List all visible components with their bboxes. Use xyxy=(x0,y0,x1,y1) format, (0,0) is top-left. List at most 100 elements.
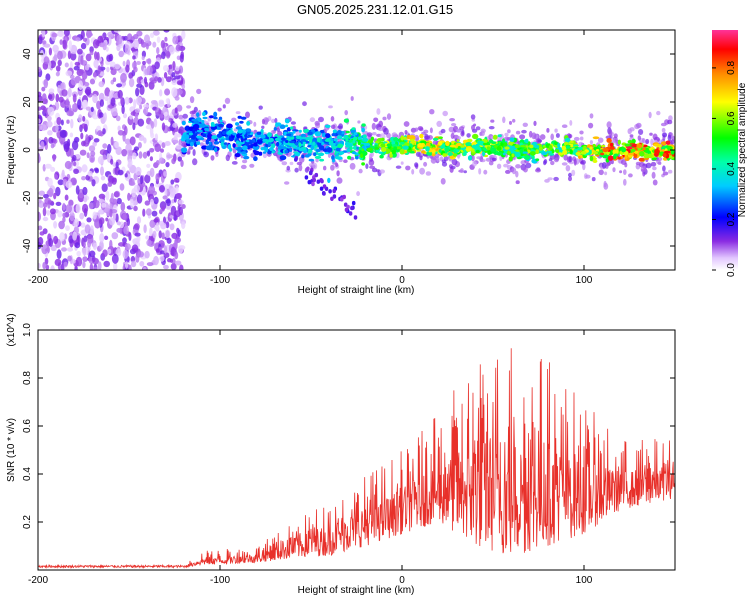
noise-speck xyxy=(113,262,118,270)
ridge-speck xyxy=(357,141,361,146)
spectrogram-marks xyxy=(38,30,675,270)
halo-speck xyxy=(623,178,627,186)
noise-speck xyxy=(111,177,117,185)
noise-speck xyxy=(143,137,147,144)
ridge-speck xyxy=(227,144,232,150)
halo-speck xyxy=(330,164,335,171)
ridge-speck xyxy=(380,143,386,148)
noise-speck xyxy=(57,30,64,37)
noise-speck xyxy=(78,114,83,123)
noise-speck xyxy=(120,96,124,106)
noise-speck xyxy=(155,222,160,231)
noise-speck xyxy=(114,63,121,70)
halo-speck xyxy=(233,128,238,132)
halo-speck xyxy=(553,176,559,182)
noise-speck xyxy=(139,104,143,110)
halo-speck xyxy=(258,105,263,110)
ridge-speck xyxy=(670,149,675,155)
ridge-speck xyxy=(321,132,326,138)
halo-speck xyxy=(336,170,340,177)
noise-speck xyxy=(170,179,175,185)
noise-speck xyxy=(134,108,141,113)
noise-speck xyxy=(51,32,58,38)
ridge-speck xyxy=(504,146,510,150)
ridge-speck xyxy=(630,148,636,153)
halo-speck xyxy=(271,118,276,124)
noise-speck xyxy=(116,227,123,233)
noise-speck xyxy=(68,87,72,98)
ridge-speck xyxy=(535,158,540,162)
noise-speck xyxy=(177,245,184,254)
noise-speck xyxy=(71,140,79,151)
ridge-speck xyxy=(595,149,600,152)
ridge-speck xyxy=(386,143,392,147)
halo-speck xyxy=(188,146,194,150)
ridge-speck xyxy=(421,150,426,154)
noise-speck xyxy=(70,52,77,61)
noise-speck xyxy=(117,125,121,132)
halo-speck xyxy=(224,97,231,104)
halo-speck xyxy=(521,129,527,134)
halo-speck xyxy=(531,132,537,140)
noise-speck xyxy=(55,124,59,133)
ridge-speck xyxy=(279,155,287,161)
noise-speck xyxy=(134,113,139,119)
halo-speck xyxy=(504,132,509,137)
ridge-speck xyxy=(442,154,447,157)
halo-speck xyxy=(376,108,381,115)
noise-speck xyxy=(82,115,86,122)
noise-speck xyxy=(165,230,170,238)
halo-speck xyxy=(286,165,291,171)
noise-speck xyxy=(110,68,117,76)
tail-speck xyxy=(342,194,347,200)
halo-speck xyxy=(667,134,672,142)
ridge-speck xyxy=(218,116,223,121)
ridge-speck xyxy=(633,153,638,158)
noise-speck xyxy=(43,43,51,48)
ridge-speck xyxy=(511,153,515,157)
ridge-speck xyxy=(362,145,365,149)
halo-speck xyxy=(637,135,641,141)
noise-speck xyxy=(97,155,105,165)
noise-speck xyxy=(48,238,54,247)
halo-speck xyxy=(371,122,376,130)
noise-speck xyxy=(98,92,105,102)
noise-speck xyxy=(152,230,157,239)
halo-speck xyxy=(245,111,250,119)
noise-speck xyxy=(165,98,170,104)
ridge-speck xyxy=(606,138,612,143)
snr-x-label: Height of straight line (km) xyxy=(298,585,415,596)
noise-speck xyxy=(129,136,136,146)
halo-speck xyxy=(417,126,424,131)
halo-speck xyxy=(199,142,204,147)
ridge-speck xyxy=(298,142,302,148)
halo-speck xyxy=(404,130,408,135)
ridge-speck xyxy=(276,122,282,127)
noise-speck xyxy=(96,51,100,61)
ridge-speck xyxy=(253,150,260,156)
noise-speck xyxy=(141,55,145,61)
noise-speck xyxy=(102,154,107,161)
halo-speck xyxy=(289,161,294,166)
noise-speck xyxy=(82,256,88,262)
halo-speck xyxy=(242,159,248,164)
x-tick-label: 100 xyxy=(576,275,593,286)
noise-speck xyxy=(139,175,144,185)
ridge-speck xyxy=(539,146,543,151)
noise-speck xyxy=(176,227,180,234)
ridge-speck xyxy=(338,151,345,155)
ridge-speck xyxy=(238,140,245,145)
noise-speck xyxy=(110,136,114,146)
noise-speck xyxy=(122,237,127,244)
ridge-speck xyxy=(352,136,358,141)
halo-speck xyxy=(415,151,421,157)
noise-speck xyxy=(107,248,112,254)
noise-speck xyxy=(72,231,77,241)
tail-speck xyxy=(322,191,326,196)
ridge-speck xyxy=(445,140,450,146)
noise-speck xyxy=(163,65,169,72)
noise-speck xyxy=(163,264,169,270)
noise-speck xyxy=(152,41,157,48)
ridge-speck xyxy=(276,141,280,147)
ridge-speck xyxy=(240,116,247,120)
